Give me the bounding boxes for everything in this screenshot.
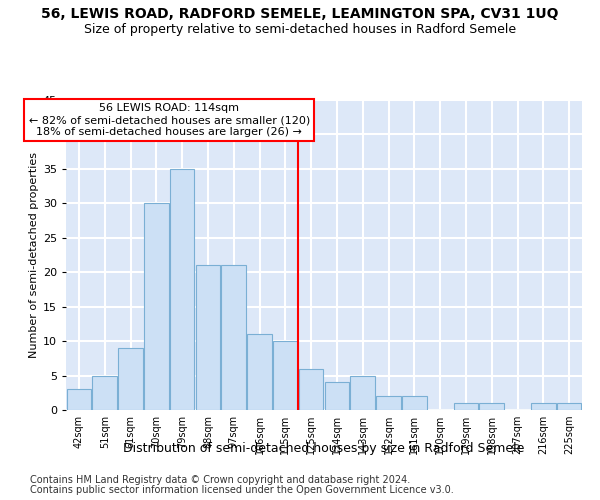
Bar	[118, 348, 143, 410]
Bar	[196, 266, 220, 410]
Bar	[479, 403, 504, 410]
Bar	[170, 169, 194, 410]
Bar	[67, 390, 91, 410]
Bar	[376, 396, 401, 410]
Bar	[557, 403, 581, 410]
Text: Distribution of semi-detached houses by size in Radford Semele: Distribution of semi-detached houses by …	[124, 442, 524, 455]
Y-axis label: Number of semi-detached properties: Number of semi-detached properties	[29, 152, 38, 358]
Bar	[350, 376, 375, 410]
Text: Contains HM Land Registry data © Crown copyright and database right 2024.: Contains HM Land Registry data © Crown c…	[30, 475, 410, 485]
Bar	[299, 368, 323, 410]
Text: 56 LEWIS ROAD: 114sqm
← 82% of semi-detached houses are smaller (120)
18% of sem: 56 LEWIS ROAD: 114sqm ← 82% of semi-deta…	[29, 104, 310, 136]
Bar	[402, 396, 427, 410]
Bar	[454, 403, 478, 410]
Bar	[144, 204, 169, 410]
Text: Size of property relative to semi-detached houses in Radford Semele: Size of property relative to semi-detach…	[84, 22, 516, 36]
Bar	[247, 334, 272, 410]
Bar	[531, 403, 556, 410]
Bar	[325, 382, 349, 410]
Bar	[221, 266, 246, 410]
Bar	[92, 376, 117, 410]
Text: 56, LEWIS ROAD, RADFORD SEMELE, LEAMINGTON SPA, CV31 1UQ: 56, LEWIS ROAD, RADFORD SEMELE, LEAMINGT…	[41, 8, 559, 22]
Text: Contains public sector information licensed under the Open Government Licence v3: Contains public sector information licen…	[30, 485, 454, 495]
Bar	[273, 341, 298, 410]
